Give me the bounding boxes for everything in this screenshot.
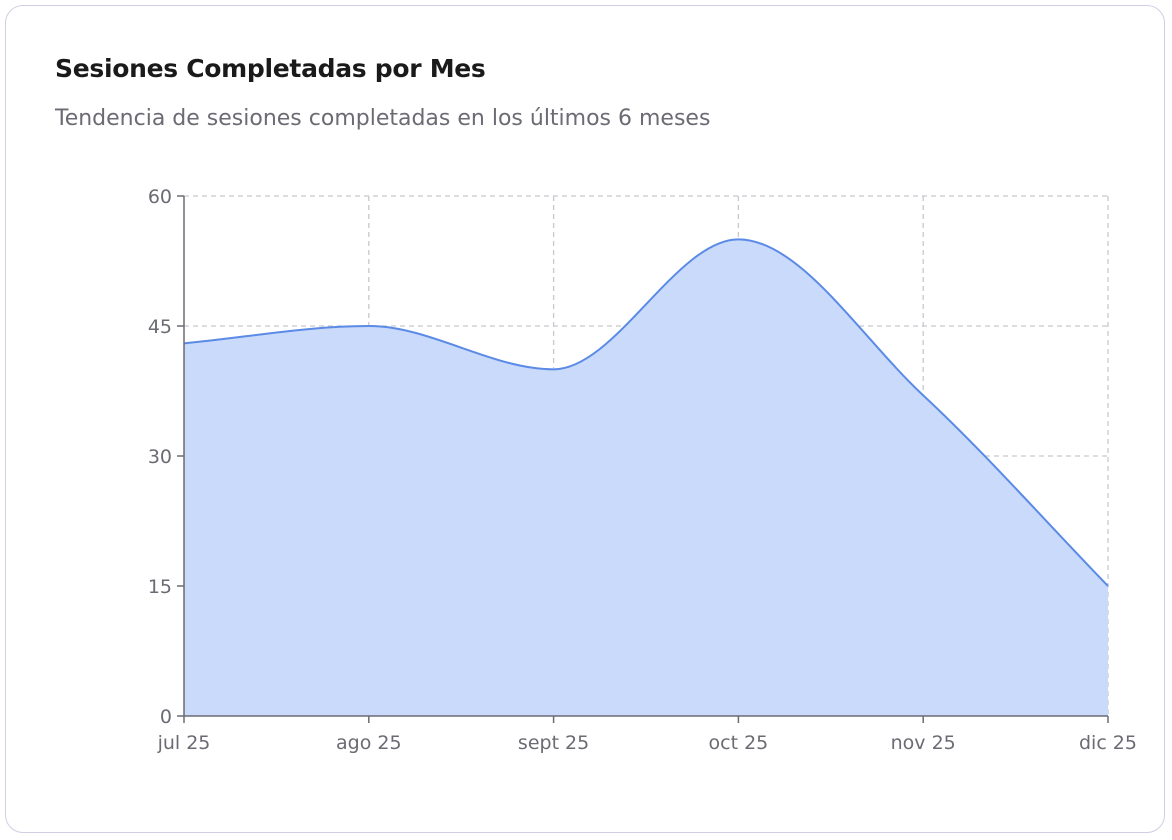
x-tick-label: dic 25 — [1079, 732, 1137, 754]
tick-labels: 0 15 30 45 60 jul 25 ago 25 sept 25 oct 25 nov 25… — [148, 186, 1137, 754]
x-tick-label: oct 25 — [709, 732, 769, 754]
series-line — [183, 238, 1109, 587]
x-tick-label: ago 25 — [336, 732, 402, 754]
y-tick-label: 60 — [148, 186, 172, 208]
y-tick-label: 45 — [148, 316, 172, 338]
axes — [177, 195, 1109, 723]
y-tick-label: 30 — [148, 446, 172, 468]
y-tick-label: 0 — [160, 706, 172, 728]
chart-title: Sesiones Completadas por Mes — [55, 54, 486, 83]
y-tick-label: 15 — [148, 576, 172, 598]
x-tick-label: sept 25 — [518, 732, 589, 754]
area-layer — [183, 238, 1109, 716]
series-area — [184, 239, 1108, 716]
chart-subtitle: Tendencia de sesiones completadas en los… — [55, 106, 711, 131]
x-tick-label: nov 25 — [891, 732, 956, 754]
x-tick-label: jul 25 — [157, 732, 211, 754]
